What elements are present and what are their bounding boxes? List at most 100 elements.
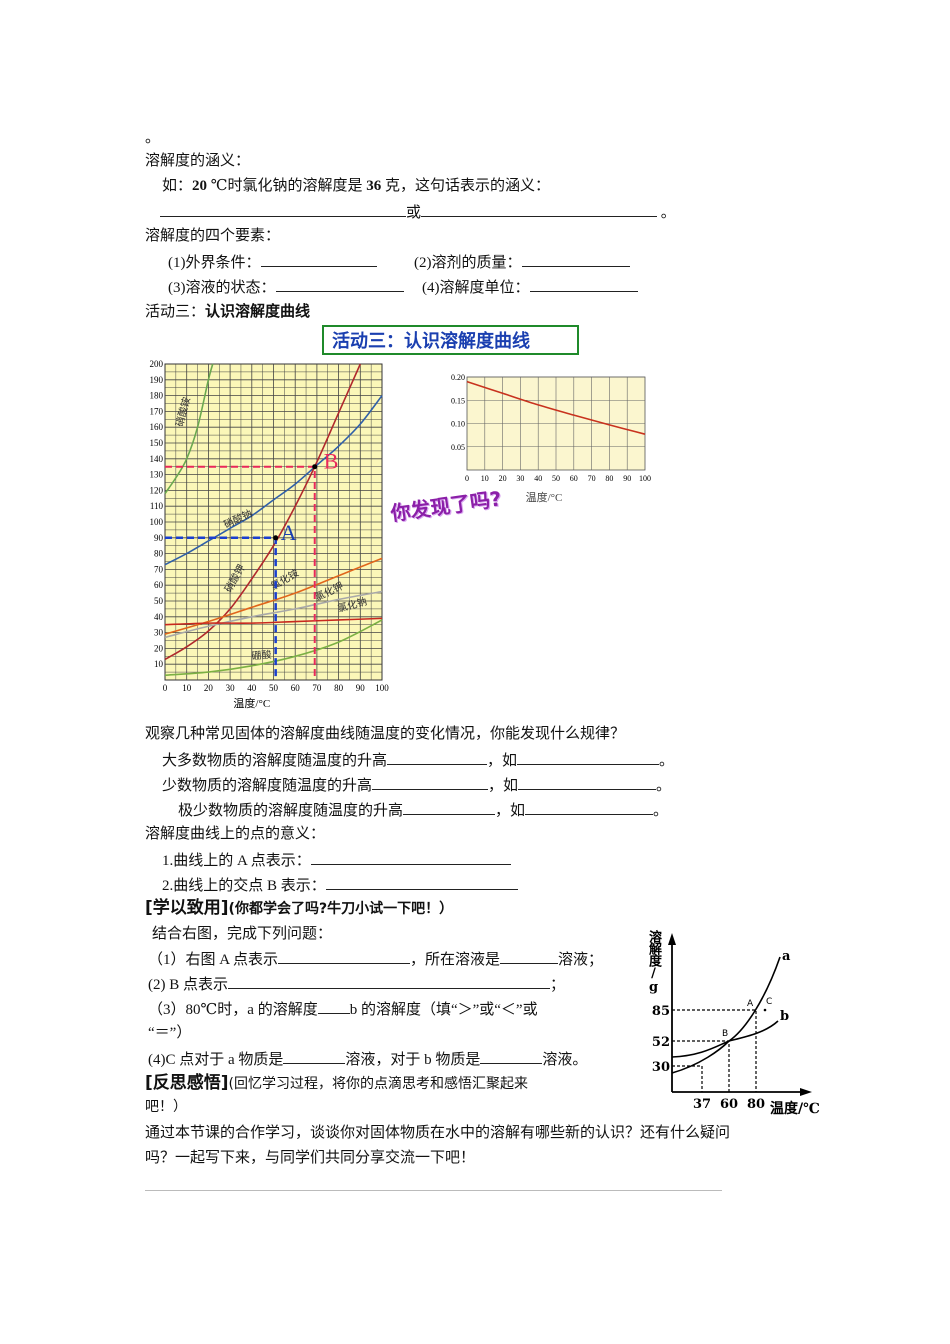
reflect-subheading-cont: 吧！） [145, 1099, 187, 1115]
meaning-example: 如：20 ℃时氯化钠的溶解度是 36 克，这句话表示的涵义： [162, 177, 550, 195]
q1-blank-1[interactable] [278, 949, 411, 964]
element-blank[interactable] [529, 277, 638, 292]
answer-blank[interactable] [310, 850, 511, 865]
example-blank[interactable] [518, 775, 657, 790]
x-tick-label: 50 [552, 474, 560, 483]
reflect-title: [反思感悟] [145, 1073, 229, 1093]
y-tick-label: 20 [154, 643, 164, 653]
meaning-heading: 溶解度的涵义： [145, 153, 251, 169]
element-label: (2)溶剂的质量： [414, 255, 522, 271]
apply-q1: （1）右图 A 点表示 ，所在溶液是 溶液； [148, 949, 603, 969]
x-tick-label: 90 [623, 474, 631, 483]
y-tick-label: 110 [150, 501, 164, 511]
x-tick-label: 20 [499, 474, 507, 483]
x-tick-label: 100 [639, 474, 651, 483]
answer-blank-2[interactable] [421, 202, 658, 217]
point-b-label: B [324, 449, 339, 474]
y-tick-label: 10 [154, 659, 164, 669]
point-a-label: A [747, 999, 754, 1009]
y-tick-label: 52 [652, 1035, 670, 1050]
x-tick-label: 100 [375, 683, 389, 693]
ab-solubility-figure: 温度/℃ 37 60 80 85 52 30 a b A B C [652, 933, 820, 1117]
rule-blank[interactable] [372, 775, 489, 790]
curve-a-label: a [782, 949, 791, 964]
rule-blank[interactable] [387, 750, 488, 765]
example-word: ，如 [495, 803, 526, 819]
apply-q3: （3）80℃时，a 的溶解度 b 的溶解度（填“＞”或“＜”或 [148, 999, 538, 1019]
rule-2: 少数物质的溶解度随温度的升高 ，如 。 [162, 775, 671, 795]
x-tick-label: 70 [312, 683, 322, 693]
element-label: (4)溶解度单位： [422, 280, 530, 296]
x-axis-arrow-icon [800, 1088, 812, 1096]
q4-blank-2[interactable] [480, 1049, 543, 1064]
x-tick-label: 0 [465, 474, 469, 483]
y-tick-label: 85 [652, 1004, 670, 1019]
element-label: (3)溶液的状态： [168, 280, 276, 296]
answer-blank[interactable] [325, 875, 518, 890]
q1-blank-2[interactable] [500, 949, 559, 964]
solubility-curves-figure: 0 10 20 30 40 50 60 70 80 90 100 10 20 30 40 50 60 70 80 90… [150, 359, 390, 710]
y-tick-label: 130 [150, 470, 164, 480]
discover-callout: 你发现了吗? [389, 486, 503, 526]
example-value: 36 [366, 178, 382, 194]
example-mid: ℃时氯化钠的溶解度是 [207, 178, 363, 194]
y-tick-label: 30 [652, 1060, 670, 1075]
guide-a [672, 1009, 757, 1092]
end-mark: 。 [660, 205, 676, 221]
x-tick-label: 90 [356, 683, 366, 693]
apply-title: [学以致用] [145, 898, 229, 918]
or-word: 或 [406, 205, 422, 221]
x-tick-label: 37 [693, 1097, 711, 1112]
y-tick-label: 70 [154, 564, 164, 574]
x-tick-label: 80 [747, 1097, 765, 1112]
reflect-body-1: 通过本节课的合作学习，谈谈你对固体物质在水中的溶解有哪些新的认识？还有什么疑问 [145, 1125, 731, 1141]
question-text: 1.曲线上的 A 点表示： [162, 853, 311, 869]
x-tick-label: 40 [534, 474, 542, 483]
x-axis-label: 温度/°C [233, 696, 270, 710]
activity3-title: 认识溶解度曲线 [205, 302, 311, 320]
curve-label: 硼酸 [251, 648, 272, 663]
y-tick-label: 0.10 [451, 420, 465, 429]
example-blank[interactable] [517, 750, 660, 765]
elements-heading: 溶解度的四个要素： [145, 228, 281, 244]
rule-blank[interactable] [403, 800, 496, 815]
footer-divider [145, 1190, 722, 1191]
element-blank[interactable] [260, 252, 377, 267]
q4-blank-1[interactable] [283, 1049, 346, 1064]
q-text: (2) B 点表示 [148, 977, 228, 993]
y-tick-label: 100 [150, 517, 164, 527]
y-tick-label: 0.05 [451, 443, 465, 452]
q-text: b 的溶解度（填“＞”或“＜”或 [349, 1002, 538, 1018]
q-text: （3）80℃时，a 的溶解度 [148, 1002, 318, 1018]
element-blank[interactable] [275, 277, 404, 292]
q3-blank[interactable] [317, 999, 350, 1014]
y-tick-label: 180 [150, 391, 164, 401]
reflect-heading: [反思感悟](回忆学习过程，将你的点滴思考和感悟汇聚起来 [145, 1074, 528, 1093]
example-prefix: 如： [162, 178, 193, 194]
example-word: ，如 [487, 753, 518, 769]
x-tick-label: 80 [334, 683, 344, 693]
y-tick-label: 50 [154, 596, 164, 606]
apply-heading: [学以致用](你都学会了吗?牛刀小试一下吧！） [145, 899, 453, 918]
reflect-body-2: 吗？一起写下来，与同学们共同分享交流一下吧！ [145, 1150, 476, 1166]
x-axis-label: 温度/°C [526, 490, 563, 504]
curve-硝酸钾 [164, 363, 362, 661]
element-1: (1)外界条件： [168, 252, 377, 272]
y-tick-label: 0.20 [451, 373, 465, 382]
rule-3: 极少数物质的溶解度随温度的升高 ，如 。 [178, 800, 668, 820]
curve-硼酸 [164, 619, 383, 677]
y-axis-arrow-icon [668, 933, 676, 945]
q2-blank[interactable] [228, 974, 550, 989]
answer-blank-1[interactable] [160, 202, 406, 217]
rule-text: 少数物质的溶解度随温度的升高 [162, 778, 373, 794]
example-suffix: 克，这句话表示的涵义： [385, 178, 551, 194]
example-blank[interactable] [525, 800, 654, 815]
apply-q2: (2) B 点表示 ； [148, 974, 565, 994]
x-tick-label: 10 [481, 474, 489, 483]
y-tick-label: 40 [154, 612, 164, 622]
reflect-subtitle: (回忆学习过程，将你的点滴思考和感悟汇聚起来 [228, 1076, 529, 1092]
observe-question: 观察几种常见固体的溶解度曲线随温度的变化情况，你能发现什么规律？ [145, 726, 626, 742]
x-tick-label: 10 [182, 683, 192, 693]
y-tick-label: 190 [150, 375, 164, 385]
element-blank[interactable] [521, 252, 630, 267]
